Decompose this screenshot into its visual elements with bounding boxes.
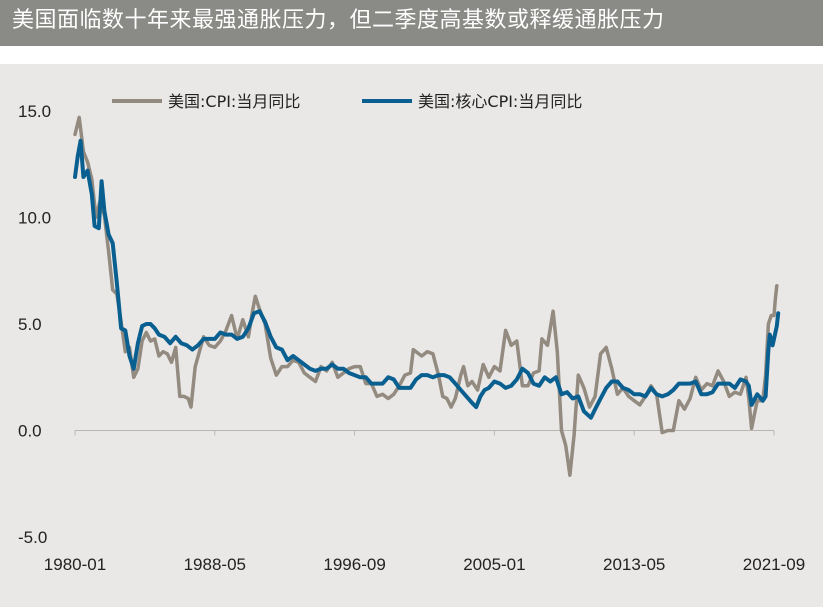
y-tick-label: 5.0 xyxy=(18,315,42,334)
x-tick-label: 1988-05 xyxy=(184,555,246,574)
x-tick-label: 1980-01 xyxy=(44,555,106,574)
x-tick-label: 2013-05 xyxy=(603,555,665,574)
x-tick-label: 1996-09 xyxy=(323,555,385,574)
series-line-core-cpi xyxy=(73,138,781,420)
title-bar: 美国面临数十年来最强通胀压力，但二季度高基数或释缓通胀压力 xyxy=(0,0,823,46)
x-tick-label: 2005-01 xyxy=(463,555,525,574)
x-tick-label: 2021-09 xyxy=(743,555,805,574)
y-tick-label: -5.0 xyxy=(18,528,47,547)
chart-area: 美国:CPI:当月同比 美国:核心CPI:当月同比 15.0 10.0 5.0 0.0… xyxy=(0,64,823,607)
legend-label-cpi: 美国:CPI:当月同比 xyxy=(168,92,300,111)
legend: 美国:CPI:当月同比 美国:核心CPI:当月同比 xyxy=(112,92,582,111)
line-chart: 美国:CPI:当月同比 美国:核心CPI:当月同比 15.0 10.0 5.0 0.0… xyxy=(18,92,805,574)
y-tick-label: 0.0 xyxy=(18,422,42,441)
y-tick-label: 15.0 xyxy=(18,102,51,121)
series-group xyxy=(73,115,781,477)
page-title: 美国面临数十年来最强通胀压力，但二季度高基数或释缓通胀压力 xyxy=(12,8,665,33)
series-line-cpi xyxy=(73,115,779,477)
legend-label-core-cpi: 美国:核心CPI:当月同比 xyxy=(418,92,582,111)
title-gap xyxy=(0,46,823,64)
y-tick-label: 10.0 xyxy=(18,209,51,228)
axes: 15.0 10.0 5.0 0.0 -5.0 1980-01 1988-05 1996-09 2… xyxy=(18,102,805,574)
